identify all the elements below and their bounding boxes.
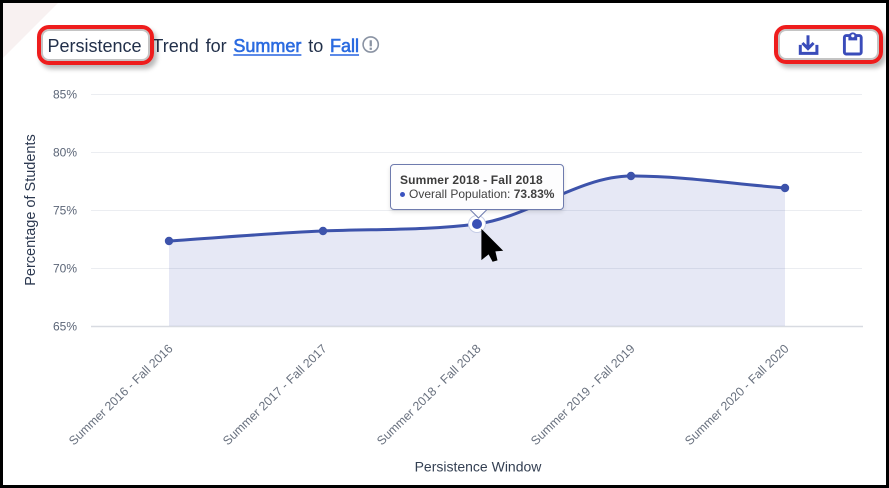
- svg-text:Summer 2020 - Fall 2020: Summer 2020 - Fall 2020: [682, 341, 792, 448]
- svg-text:Summer 2017 - Fall 2017: Summer 2017 - Fall 2017: [220, 341, 330, 448]
- svg-text:Percentage of Students: Percentage of Students: [23, 134, 39, 286]
- svg-text:Persistence Window: Persistence Window: [415, 459, 543, 475]
- svg-text:85%: 85%: [53, 88, 77, 102]
- svg-text:Summer 2018 - Fall 2018: Summer 2018 - Fall 2018: [374, 341, 484, 448]
- svg-text:70%: 70%: [53, 262, 77, 276]
- svg-text:75%: 75%: [53, 204, 77, 218]
- svg-text:80%: 80%: [53, 146, 77, 160]
- svg-text:Summer 2016 - Fall 2016: Summer 2016 - Fall 2016: [66, 341, 176, 448]
- svg-text:Summer 2019 - Fall 2019: Summer 2019 - Fall 2019: [528, 341, 638, 448]
- svg-text:65%: 65%: [53, 320, 77, 334]
